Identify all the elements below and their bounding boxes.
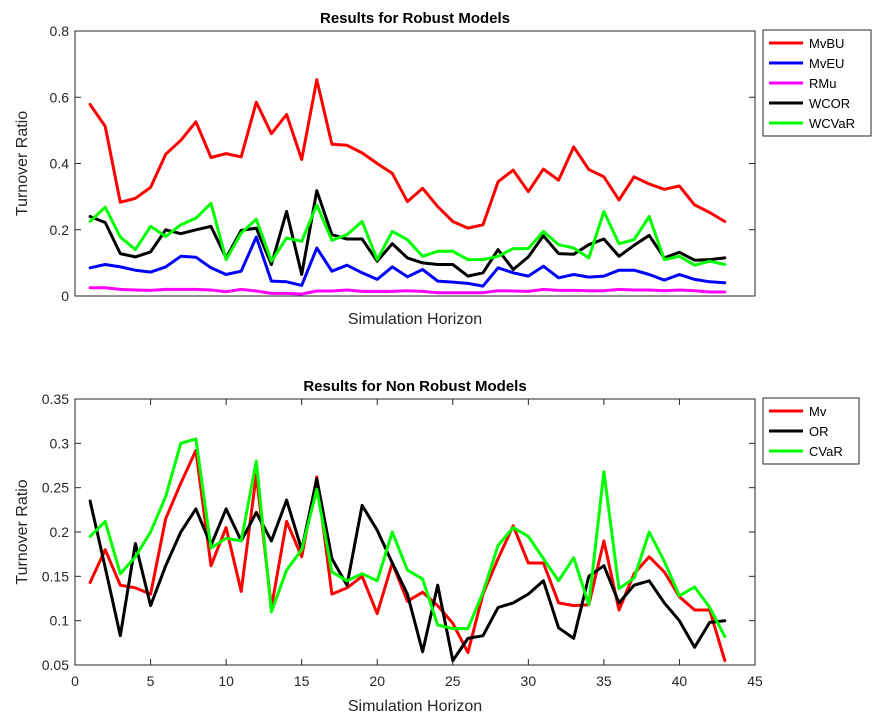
legend-label: RMu xyxy=(809,76,836,91)
series-line-wcor xyxy=(88,189,727,278)
x-axis-label: Simulation Horizon xyxy=(348,311,482,328)
y-axis-label: Turnover Ratio xyxy=(14,111,31,216)
y-tick-label: 0.3 xyxy=(50,435,70,451)
x-axis-label: Simulation Horizon xyxy=(348,698,482,715)
x-tick-label: 10 xyxy=(218,673,234,689)
series-line-mveu xyxy=(88,235,727,288)
series-line-mvbu xyxy=(88,78,727,230)
y-tick-label: 0 xyxy=(61,288,69,304)
legend: MvBU MvEU RMu WCOR WCVaR xyxy=(762,29,872,137)
x-tick-label: 40 xyxy=(672,673,688,689)
x-tick-label: 20 xyxy=(369,673,385,689)
chart-title: Results for Non Robust Models xyxy=(303,378,526,395)
series-line-rmu xyxy=(88,286,727,296)
series-line-cvar xyxy=(88,437,727,639)
chart-title: Results for Robust Models xyxy=(320,10,510,27)
y-tick-label: 0.1 xyxy=(50,613,70,629)
legend-label: MvBU xyxy=(809,36,844,51)
y-tick-label: 0.6 xyxy=(50,89,70,105)
y-tick-label: 0.2 xyxy=(50,524,70,540)
series-line-or xyxy=(88,477,727,663)
x-tick-label: 25 xyxy=(445,673,461,689)
x-tick-label: 0 xyxy=(71,673,79,689)
y-tick-label: 0.35 xyxy=(42,391,69,407)
x-tick-label: 30 xyxy=(521,673,537,689)
x-tick-label: 45 xyxy=(747,673,763,689)
legend: Mv OR CVaR xyxy=(762,397,860,465)
y-tick-label: 0.4 xyxy=(50,156,70,172)
y-tick-label: 0.8 xyxy=(50,23,70,39)
plot-area xyxy=(74,30,756,297)
legend-label: WCOR xyxy=(809,96,850,111)
x-tick-label: 15 xyxy=(294,673,310,689)
y-tick-label: 0.25 xyxy=(42,480,69,496)
x-tick-label: 35 xyxy=(596,673,612,689)
legend-label: OR xyxy=(809,424,829,439)
y-tick-label: 0.05 xyxy=(42,657,69,673)
series-line-mv xyxy=(88,448,727,663)
legend-label: Mv xyxy=(809,404,827,419)
chart-1: Results for Non Robust Models 0.05 0.1 0.15… xyxy=(14,378,860,715)
legend-label: CVaR xyxy=(809,444,843,459)
y-tick-label: 0.2 xyxy=(50,222,70,238)
x-tick-label: 5 xyxy=(147,673,155,689)
chart-0: Results for Robust Models 0 0.2 0.4 0.6 0.8 Si… xyxy=(14,10,872,328)
y-tick-label: 0.15 xyxy=(42,568,69,584)
legend-label: MvEU xyxy=(809,56,844,71)
legend-label: WCVaR xyxy=(809,116,855,131)
y-axis-label: Turnover Ratio xyxy=(14,479,31,584)
series-line-wcvar xyxy=(88,201,727,267)
